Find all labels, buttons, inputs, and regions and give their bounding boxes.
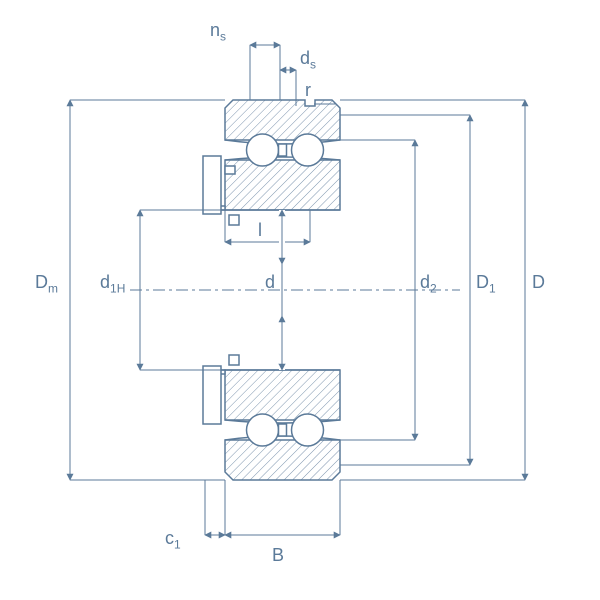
label-r: r	[305, 80, 311, 101]
label-ns: ns	[210, 20, 226, 44]
label-d2: d2	[420, 272, 437, 296]
label-D1: D1	[476, 272, 496, 296]
diagram-root: ns ds r Dm d1H l d d2 D1 D c1 B	[0, 0, 600, 600]
label-Dm: Dm	[35, 272, 58, 296]
label-B: B	[272, 545, 284, 566]
label-D: D	[532, 272, 545, 293]
label-ds: ds	[300, 48, 316, 72]
label-c1: c1	[165, 528, 181, 552]
label-d1H: d1H	[100, 272, 125, 296]
label-l: l	[258, 220, 262, 241]
label-d: d	[265, 272, 275, 293]
drawing-svg	[0, 0, 600, 600]
